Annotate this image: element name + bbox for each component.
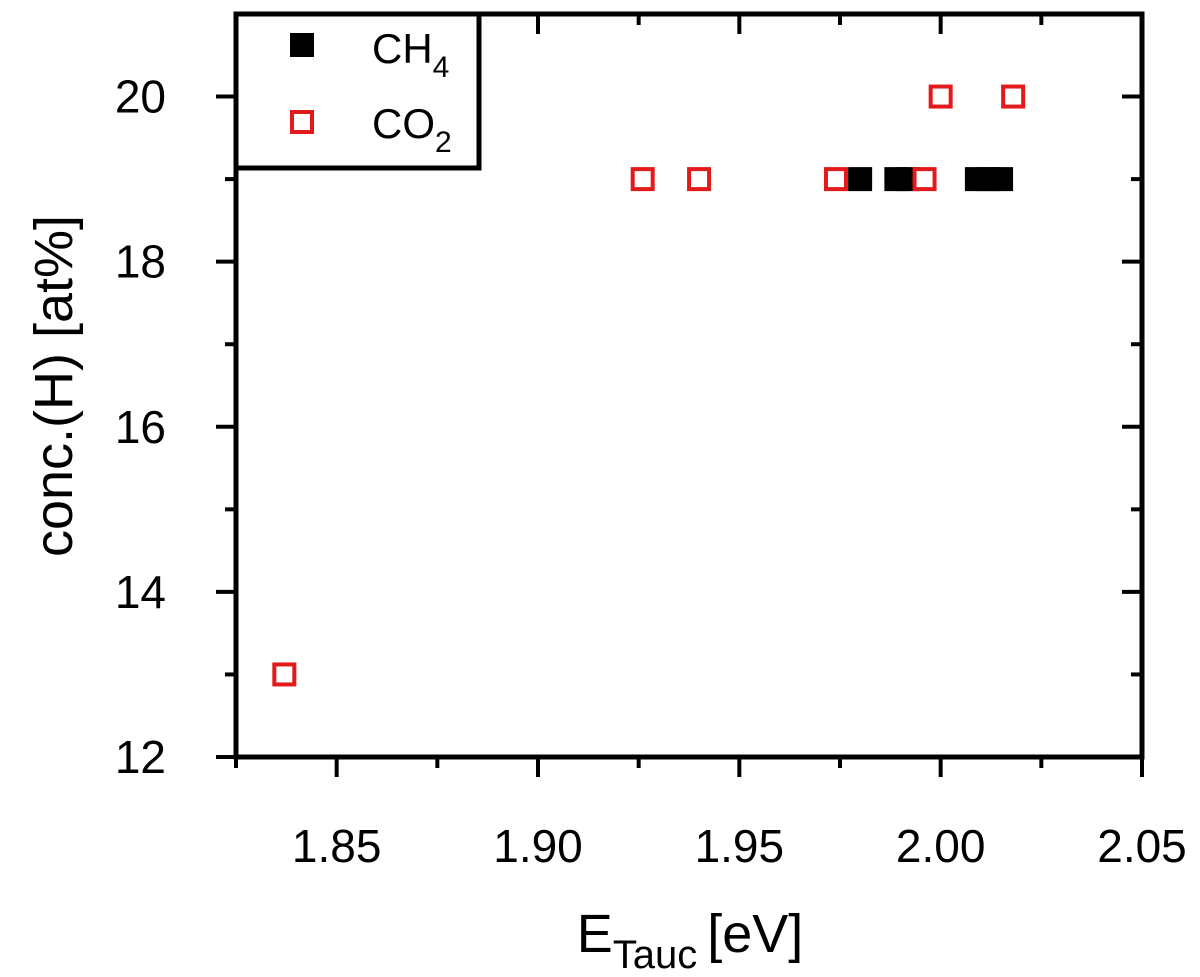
legend-label-co2-main: CO bbox=[372, 100, 435, 147]
tick-labels: 1.85 1.90 1.95 2.00 2.05 12 14 16 18 20 bbox=[115, 71, 1187, 872]
legend-label-ch4-sub: 4 bbox=[433, 51, 450, 84]
legend: CH4 CO2 bbox=[233, 11, 482, 171]
x-tick-label: 1.85 bbox=[292, 820, 382, 872]
data-point-series-0 bbox=[848, 167, 873, 192]
y-axis-title: conc.(H) [at%] bbox=[24, 215, 84, 557]
legend-marker-co2 bbox=[290, 110, 314, 134]
axes bbox=[233, 11, 1145, 760]
data-point-series-1 bbox=[823, 167, 848, 192]
x-axis-title: ETauc [eV] bbox=[577, 904, 804, 977]
legend-label-co2: CO2 bbox=[372, 100, 452, 159]
x-tick-label: 1.90 bbox=[493, 820, 583, 872]
data-point-series-1 bbox=[928, 84, 953, 109]
plot-frame bbox=[233, 11, 1145, 760]
y-tick-label: 14 bbox=[115, 566, 166, 618]
x-tick-label: 1.95 bbox=[695, 820, 785, 872]
data-point-series-1 bbox=[1001, 84, 1026, 109]
y-tick-label: 12 bbox=[115, 731, 166, 783]
data-point-series-1 bbox=[630, 167, 655, 192]
x-axis-title-main: E bbox=[577, 904, 613, 964]
x-axis-title-sub: Tauc bbox=[613, 933, 698, 977]
legend-label-co2-sub: 2 bbox=[435, 126, 452, 159]
legend-label-ch4: CH4 bbox=[372, 25, 449, 84]
data-point-series-0 bbox=[989, 167, 1014, 192]
legend-label-ch4-main: CH bbox=[372, 25, 433, 72]
x-tick-label: 2.00 bbox=[896, 820, 986, 872]
data-point-series-1 bbox=[272, 662, 297, 687]
x-axis-title-unit: [eV] bbox=[707, 904, 803, 964]
data-point-series-1 bbox=[912, 167, 937, 192]
legend-marker-ch4 bbox=[290, 33, 314, 57]
data-points bbox=[272, 84, 1026, 687]
data-point-series-1 bbox=[687, 167, 712, 192]
x-tick-label: 2.05 bbox=[1097, 820, 1187, 872]
y-tick-label: 16 bbox=[115, 401, 166, 453]
y-tick-label: 20 bbox=[115, 71, 166, 123]
legend-box bbox=[233, 11, 482, 171]
y-tick-label: 18 bbox=[115, 236, 166, 288]
